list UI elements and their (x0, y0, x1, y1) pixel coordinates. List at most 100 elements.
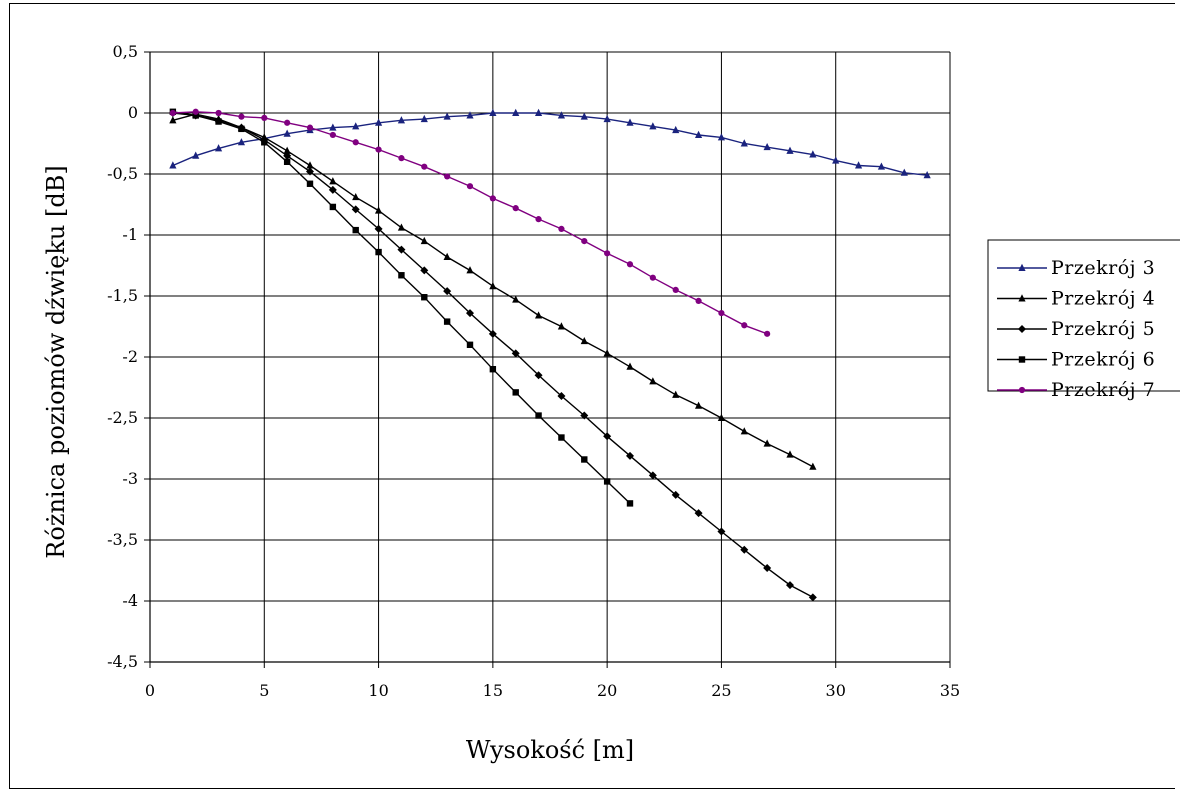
data-point (740, 427, 748, 435)
data-point (512, 389, 519, 396)
legend-label: Przekrój 7 (1051, 379, 1155, 401)
data-point (626, 261, 634, 268)
data-point (603, 432, 612, 441)
tick-labels: 0,5 0 -0,5 -1 -1,5 -2 -2,5 -3 -3,5 -4 -4,5 0 5 10 15 20… (107, 42, 960, 700)
data-point (877, 162, 886, 170)
data-point (672, 125, 680, 134)
data-point (488, 329, 497, 338)
data-point (581, 456, 588, 463)
y-tick-label: -3 (122, 469, 138, 488)
data-point (351, 205, 360, 214)
y-tick-label: -4,5 (107, 652, 138, 671)
y-tick-label: 0,5 (113, 42, 138, 61)
data-point (466, 266, 474, 274)
data-point (489, 108, 497, 116)
data-point (649, 274, 656, 281)
data-point (763, 142, 771, 151)
data-point (694, 401, 703, 409)
data-point (695, 297, 702, 304)
data-point (328, 185, 337, 194)
data-point (192, 108, 199, 115)
data-point (671, 490, 680, 499)
y-axis-title: Różnica poziomów dźwięku [dB] (42, 165, 70, 558)
series-4 (169, 108, 634, 507)
legend-label: Przekrój 6 (1051, 349, 1155, 371)
data-point (375, 146, 382, 153)
data-point (238, 125, 245, 133)
data-point (352, 192, 360, 201)
data-point (832, 156, 840, 164)
data-point (580, 336, 588, 345)
data-point (604, 250, 611, 257)
x-tick-label: 10 (368, 681, 388, 700)
series-line (172, 112, 928, 176)
legend-item: Przekrój 5 (997, 318, 1155, 340)
data-point (740, 545, 749, 554)
data-point (261, 114, 268, 121)
data-point (306, 161, 314, 169)
data-point (329, 123, 337, 131)
data-point (420, 114, 428, 123)
data-point (511, 349, 520, 358)
data-point (535, 412, 542, 419)
data-point (283, 158, 291, 165)
data-point (717, 133, 726, 141)
legend-item: Przekrój 6 (997, 349, 1155, 371)
data-point (329, 203, 337, 211)
data-point (306, 180, 314, 187)
data-point (534, 311, 543, 319)
data-point (283, 151, 292, 160)
axes (144, 51, 951, 668)
y-tick-label: -2,5 (107, 408, 138, 427)
data-point (397, 223, 406, 231)
data-point (534, 108, 543, 116)
data-point (557, 392, 566, 401)
data-point (557, 322, 566, 330)
legend-item: Przekrój 4 (997, 288, 1155, 310)
data-point (672, 390, 680, 398)
data-point (237, 138, 246, 146)
data-point (649, 122, 657, 130)
data-point (694, 130, 703, 138)
data-point (694, 509, 703, 518)
data-point (648, 471, 657, 480)
data-point (763, 439, 771, 447)
data-point (443, 287, 452, 296)
data-point (397, 245, 406, 254)
data-point (718, 309, 725, 317)
data-point (581, 238, 588, 245)
data-point (626, 362, 634, 370)
data-point (649, 377, 657, 385)
data-point (374, 206, 383, 214)
legend-label: Przekrój 5 (1051, 318, 1155, 340)
data-point (398, 155, 405, 162)
data-point (443, 252, 451, 260)
data-point (626, 118, 634, 126)
series-2 (169, 110, 817, 470)
x-tick-label: 0 (145, 681, 155, 700)
data-point (534, 371, 543, 380)
legend-marker (1018, 263, 1026, 271)
data-point (420, 266, 429, 275)
data-point (809, 150, 817, 158)
data-point (717, 413, 726, 421)
data-point (443, 112, 451, 120)
y-tick-label: -4 (122, 591, 138, 610)
data-point (169, 161, 177, 169)
legend-marker (1018, 294, 1026, 302)
legend-box (987, 239, 1180, 392)
data-point (786, 146, 794, 154)
y-tick-label: -3,5 (107, 530, 138, 549)
legend-label: Przekrój 3 (1051, 257, 1155, 279)
data-point (329, 131, 336, 139)
data-point (283, 146, 291, 154)
data-point (786, 581, 794, 590)
series-line (172, 111, 631, 504)
data-point (466, 341, 474, 348)
data-point (603, 349, 611, 357)
y-tick-label: -0,5 (107, 164, 138, 183)
data-point (306, 167, 314, 176)
data-point (489, 195, 496, 202)
y-tick-label: -1 (122, 225, 138, 244)
